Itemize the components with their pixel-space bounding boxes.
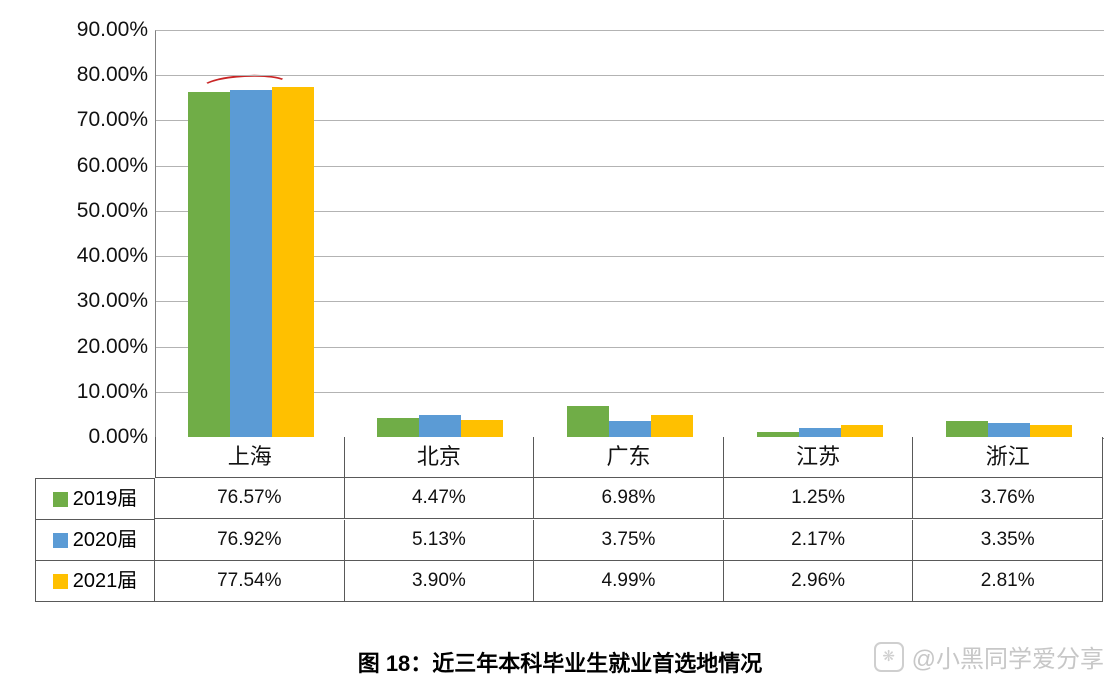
axis-corner [35,437,155,477]
bar-2020届 [229,90,272,438]
legend-label: 2021届 [72,570,138,592]
table-value: 1.25% [723,478,914,519]
y-axis-labels: 90.00% 80.00% 70.00% 60.00% 50.00% 40.00… [38,17,148,450]
table-value: 76.57% [155,478,345,519]
table-value: 3.35% [913,520,1103,561]
category-label: 广东 [534,437,724,478]
legend-swatch-icon [52,532,68,548]
bar-2019届 [566,406,609,438]
y-tick-label: 80.00% [76,63,148,87]
y-tick-label: 20.00% [76,334,148,358]
y-tick-label: 10.00% [76,379,148,403]
legend-cell-2020: 2020届 [35,520,155,561]
bar-group [725,31,915,438]
bar-2020届 [988,422,1031,438]
y-tick-label: 50.00% [76,198,148,222]
watermark-text: @小黑同学爱分享 [911,646,1104,673]
bar-group [535,31,725,438]
table-value: 3.76% [913,478,1103,519]
gridline [156,75,1104,77]
category-label: 江苏 [723,437,914,478]
bar-2021届 [461,420,504,438]
bar-2021届 [650,415,693,438]
y-tick-label: 30.00% [76,289,148,313]
gridline [156,346,1104,348]
data-table: 上海 北京 广东 江苏 浙江 2019届 76.57% 4.47% 6.98% … [35,437,1103,602]
bar-2019届 [377,417,420,438]
table-value: 2.81% [913,561,1103,602]
gridline [156,391,1104,393]
bar-groups [156,31,1104,438]
y-tick-label: 60.00% [76,153,148,177]
gridline [156,301,1104,303]
watermark-logo-icon: ❋ [873,641,904,672]
y-tick-label: 40.00% [76,244,148,268]
category-label: 浙江 [913,437,1103,478]
bar-2019届 [756,432,799,438]
bar-2020届 [798,428,841,438]
bar-group [156,31,346,438]
bar-2021届 [840,424,883,438]
legend-cell-2019: 2019届 [35,478,155,520]
bar-2021届 [271,87,314,438]
table-value: 2.17% [723,520,914,561]
table-value: 3.90% [344,561,535,602]
legend-label: 2020届 [72,529,138,551]
category-label: 上海 [155,437,345,478]
legend-cell-2021: 2021届 [35,561,155,602]
y-tick-label: 90.00% [76,18,148,41]
y-tick-label: 70.00% [76,108,148,132]
legend-label: 2019届 [72,488,138,510]
table-value: 76.92% [155,520,345,561]
watermark: ❋ @小黑同学爱分享 [873,639,1104,674]
gridline [156,210,1104,212]
bar-2019届 [187,91,230,438]
table-value: 3.75% [534,520,724,561]
legend-swatch-icon [52,491,68,507]
bar-2020届 [419,414,462,438]
table-value: 4.99% [534,561,724,602]
figure-caption: 图 18：近三年本科毕业生就业首选地情况 [357,651,763,676]
plot-area [155,30,1104,439]
table-value: 4.47% [344,478,535,519]
table-value: 6.98% [534,478,724,519]
table-value: 77.54% [155,561,345,602]
gridline [156,165,1104,167]
legend-swatch-icon [52,573,68,589]
table-value: 2.96% [723,561,914,602]
bar-2021届 [1030,425,1073,438]
gridline [156,120,1104,122]
bar-group [346,31,536,438]
bar-2019届 [946,421,989,438]
bar-group [914,31,1104,438]
category-label: 北京 [344,437,535,478]
y-tick-label: 0.00% [88,424,148,448]
gridline [156,256,1104,258]
bar-2020届 [608,421,651,438]
table-value: 5.13% [344,520,535,561]
